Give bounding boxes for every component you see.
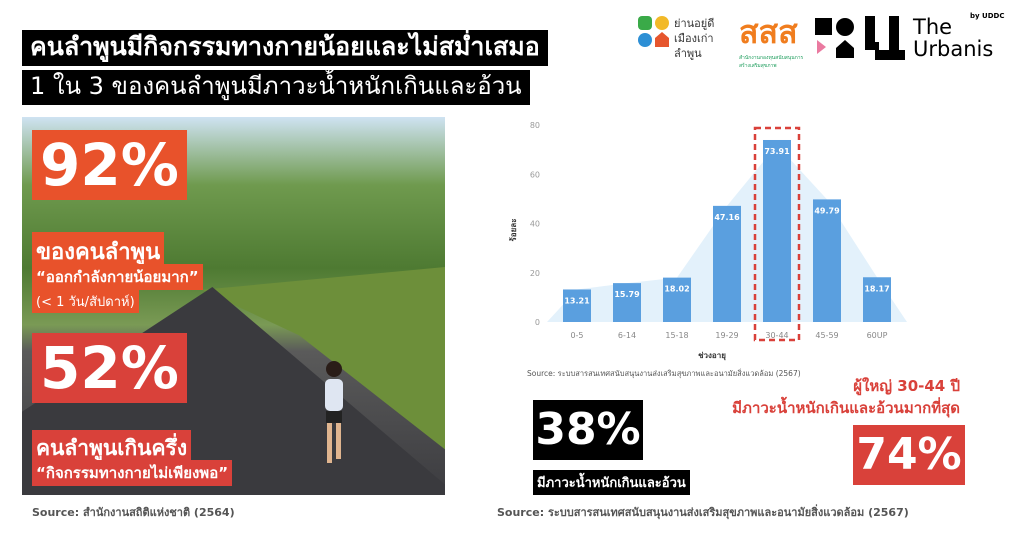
bar-45-59: [813, 199, 841, 322]
data-label: 18.17: [864, 284, 889, 293]
x-tick-label: 60UP: [867, 331, 888, 340]
y-tick-label: 80: [530, 121, 540, 130]
bar-0-5: [563, 289, 591, 322]
x-tick-label: 45-59: [815, 331, 838, 340]
x-tick-label: 15-18: [665, 331, 688, 340]
page-subtitle: 1 ใน 3 ของคนลำพูนมีภาวะน้ำหนักเกินและอ้ว…: [22, 70, 530, 105]
age-bar-chart: 13.21 15.79 18.02 47.16 73.91 49.79 18.17 0 20 40…: [508, 121, 907, 378]
stat-52-percent: 52%: [32, 333, 187, 403]
highlight-line1: ผู้ใหญ่ 30-44 ปี: [853, 377, 960, 395]
y-axis-label: ร้อยละ: [508, 219, 518, 242]
logo-yannayudee: ย่านอยู่ดี เมืองเก่าลำพูน: [638, 12, 733, 62]
highlight-box: [753, 126, 801, 342]
logo-urbanis: The Urbanis by UDDC: [865, 12, 1015, 62]
x-axis-label: ช่วงอายุ: [698, 351, 726, 361]
bar-30-44: [763, 139, 791, 322]
data-label: 49.79: [814, 206, 840, 215]
data-label: 15.79: [614, 290, 640, 299]
data-label: 73.91: [764, 147, 790, 156]
stat-92-quote: “ออกกำลังกายน้อยมาก”: [32, 264, 203, 290]
chart-source: Source: ระบบสารสนเทศสนับสนุนงานส่งเสริมส…: [527, 368, 801, 378]
left-source: Source: สำนักงานสถิติแห่งชาติ (2564): [32, 506, 235, 519]
y-tick-label: 20: [530, 269, 540, 278]
stat-92-percent: 92%: [32, 130, 187, 200]
data-label: 47.16: [714, 213, 740, 222]
stat-38-label: มีภาวะน้ำหนักเกินและอ้วน: [533, 470, 690, 495]
x-tick-label: 30-44: [765, 331, 788, 340]
bar-19-29: [713, 205, 741, 322]
stat-38-percent: 38%: [533, 400, 643, 460]
logo-thaihealth: สสส สำนักงานกองทุนสนับสนุนการสร้างเสริมส…: [739, 13, 804, 69]
stat-74-percent: 74%: [853, 425, 965, 485]
x-tick-label: 0-5: [570, 331, 583, 340]
y-tick-label: 40: [530, 220, 540, 229]
bar-6-14: [613, 283, 641, 322]
x-tick-label: 6-14: [618, 331, 636, 340]
page-title: คนลำพูนมีกิจกรรมทางกายน้อยและไม่สม่ำเสมอ: [22, 30, 548, 66]
runner-figure: [325, 361, 343, 463]
logo-uddc-mark: [815, 18, 854, 58]
x-tick-label: 19-29: [715, 331, 738, 340]
bar-60UP: [863, 277, 891, 322]
stat-52-quote: “กิจกรรมทางกายไม่เพียงพอ”: [32, 460, 233, 486]
bar-15-18: [663, 277, 691, 322]
data-label: 18.02: [664, 285, 689, 294]
y-tick-label: 60: [530, 170, 540, 179]
stat-92-note: (< 1 วัน/สัปดาห์): [32, 290, 139, 313]
data-label: 13.21: [564, 296, 590, 305]
highlight-line2: มีภาวะน้ำหนักเกินและอ้วนมากที่สุด: [732, 399, 960, 417]
y-tick-label: 0: [535, 318, 540, 327]
right-source: Source: ระบบสารสนเทศสนับสนุนงานส่งเสริมส…: [497, 506, 909, 519]
